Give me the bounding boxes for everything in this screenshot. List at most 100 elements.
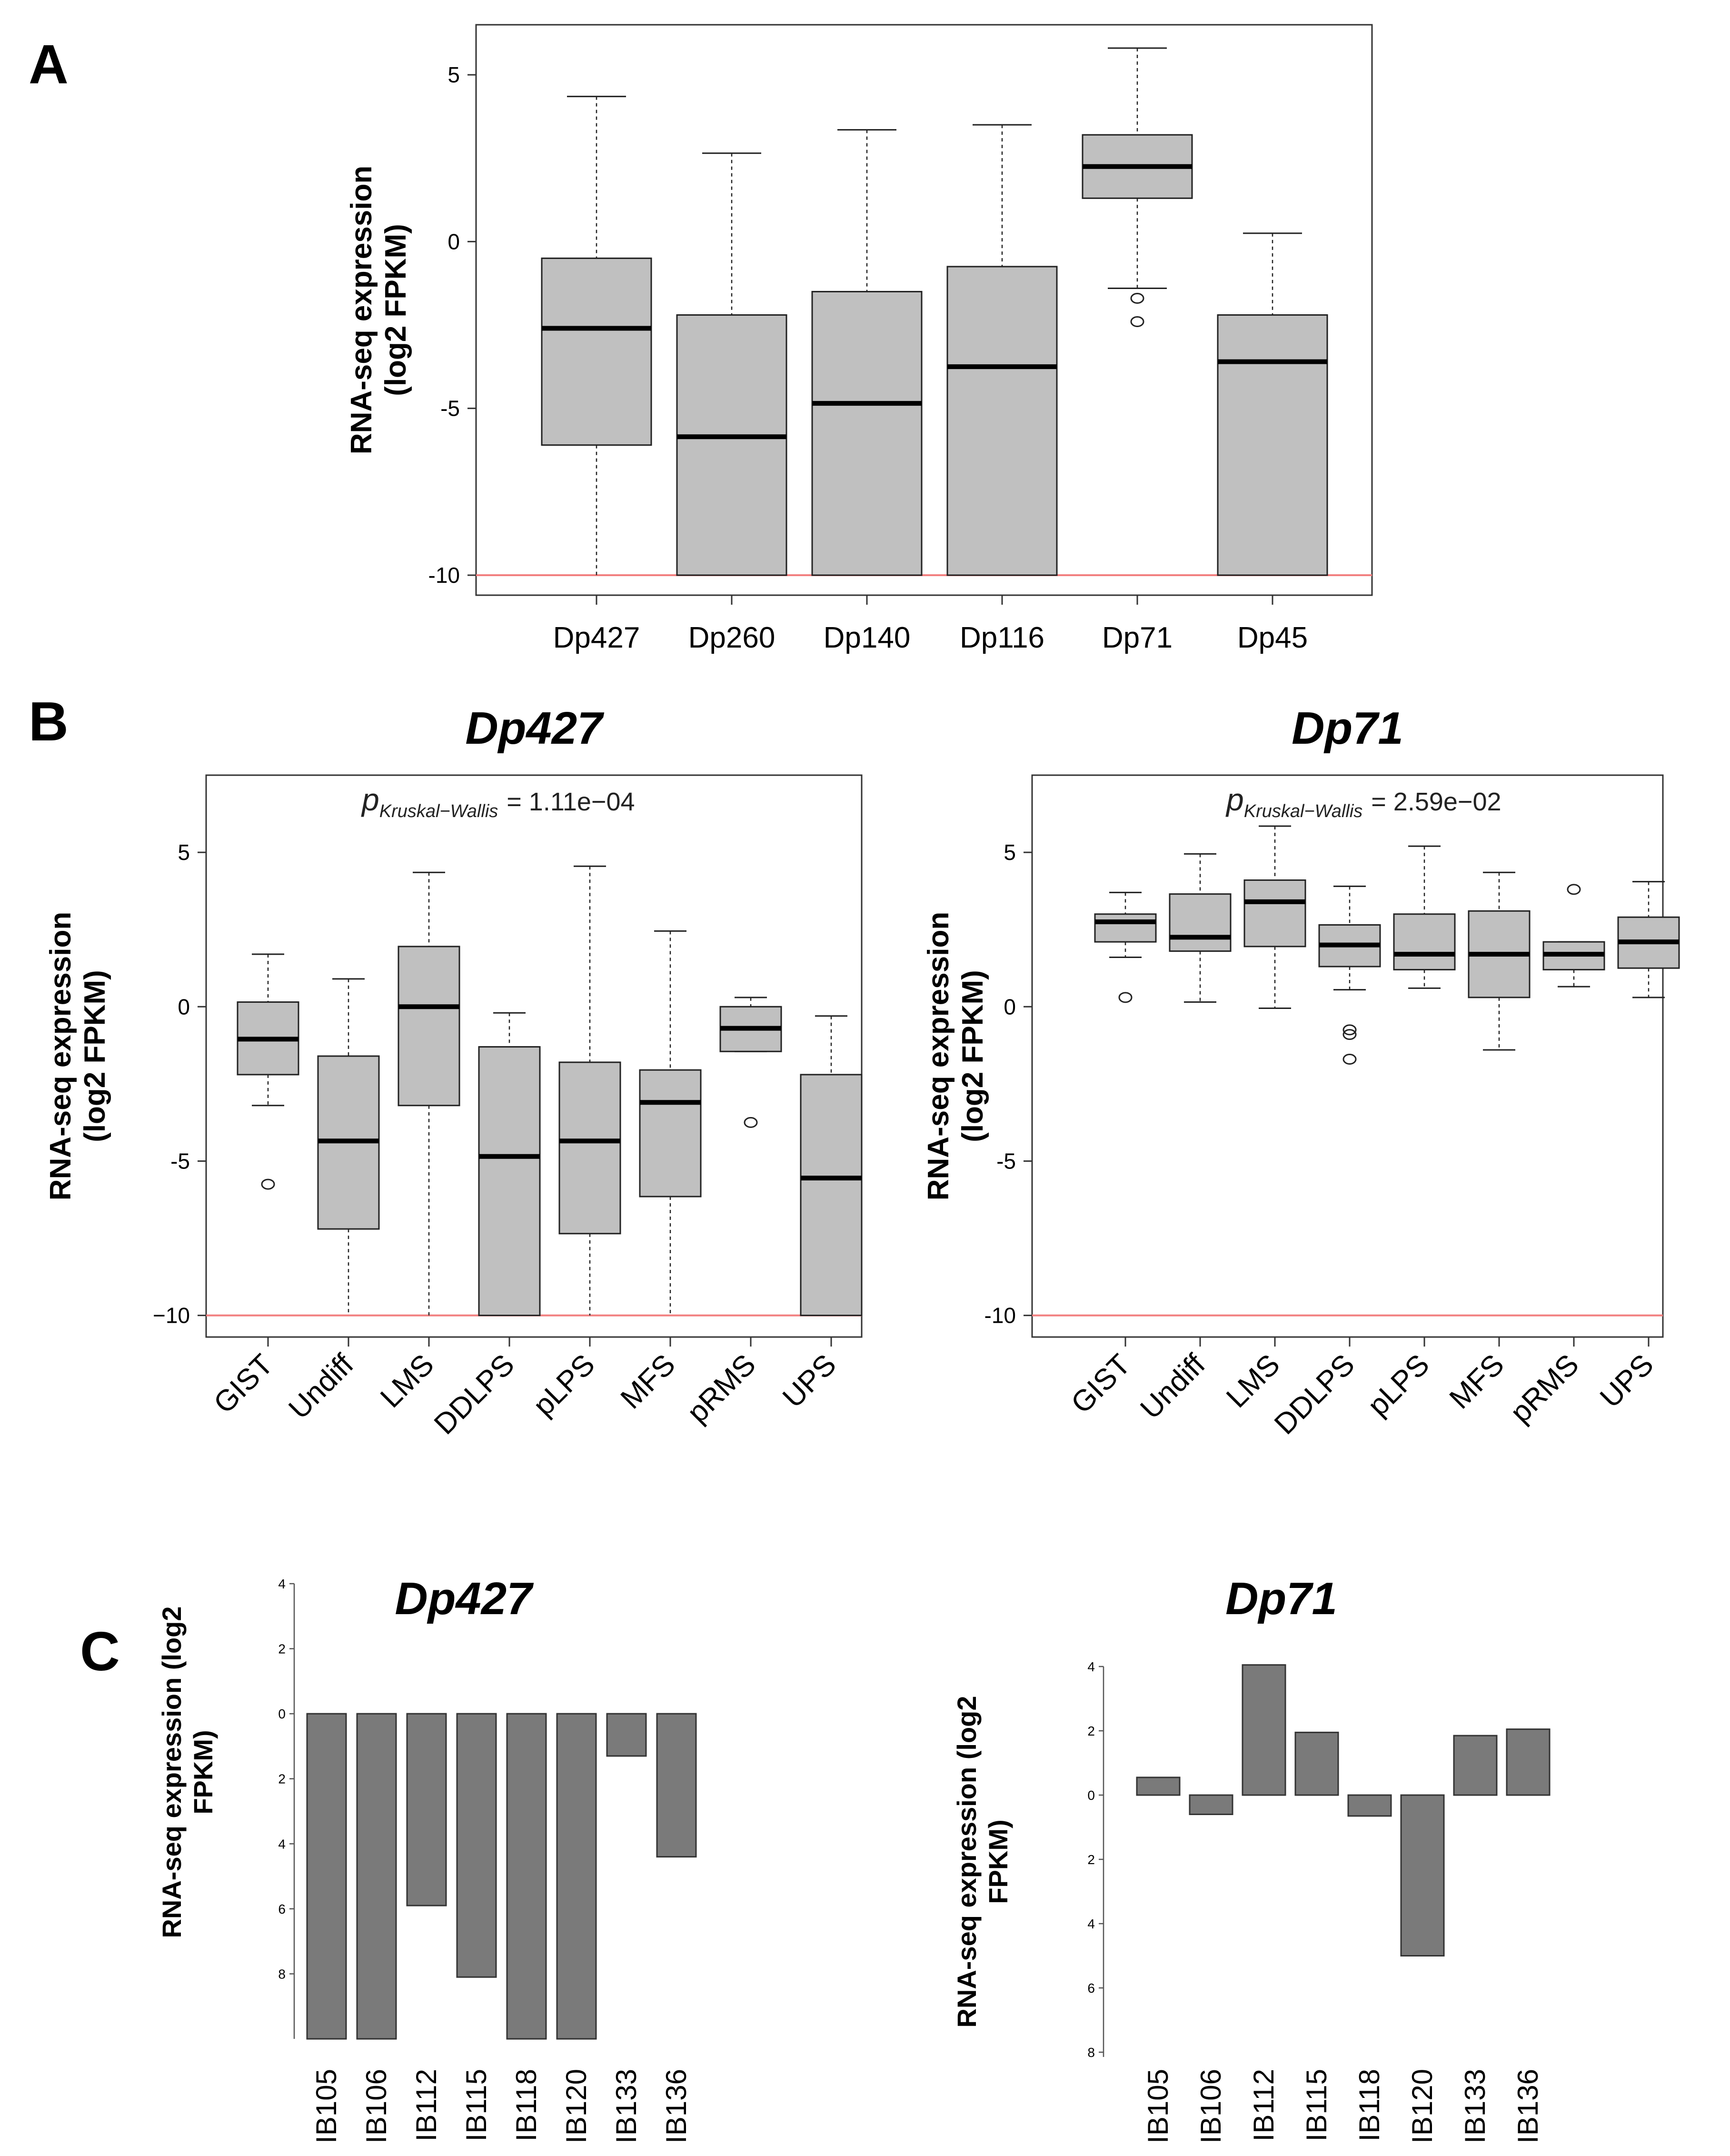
y-tick-label: 2 — [1087, 1724, 1095, 1738]
y-axis-label: RNA-seq expression — [44, 912, 77, 1200]
chart-title: Dp71 — [1292, 703, 1403, 754]
x-tick-label: pRMS — [681, 1348, 762, 1429]
outlier-point — [1118, 992, 1133, 1003]
outlier-point — [1342, 1024, 1357, 1036]
x-tick-label: LMS — [1220, 1348, 1286, 1414]
x-tick-label: Dp260 — [688, 621, 776, 654]
outlier-point — [1130, 292, 1144, 304]
y-tick-label: 2 — [278, 1772, 286, 1787]
y-tick-label: 0 — [1004, 994, 1016, 1019]
y-tick-label: -5 — [440, 396, 460, 421]
x-tick-label: DDLPS — [428, 1348, 521, 1441]
y-axis-label: FPKM) — [983, 1819, 1013, 1904]
plot-frame — [205, 774, 863, 1338]
chart-title: Dp427 — [465, 703, 605, 754]
y-tick-label: 4 — [1087, 1659, 1095, 1674]
x-tick-label: Dp140 — [824, 621, 911, 654]
x-tick-label: IB112 — [1248, 2069, 1280, 2141]
bar-IB105 — [1136, 1777, 1181, 1796]
outlier-point — [1130, 316, 1144, 328]
chart-panel-a: 5 0 -5 -10 Dp427 Dp260 Dp140 Dp116 Dp71 Dp45 RNA-s… — [345, 24, 1373, 654]
chart-panel-c-dp427: 4 2 0 2 4 6 8 IB105 IB106 IB112 IB115 IB118 IB120 IB1… — [157, 1573, 697, 2144]
y-tick-label: 8 — [278, 1966, 286, 1981]
x-tick-label: DDLPS — [1268, 1348, 1361, 1441]
x-tick-label: MFS — [615, 1348, 682, 1415]
x-tick-label: pLPS — [1362, 1348, 1436, 1422]
bar-IB133 — [1453, 1735, 1498, 1796]
bar-IB115 — [1294, 1731, 1339, 1796]
x-tick-label: IB106 — [360, 2069, 392, 2144]
y-axis-label: RNA-seq expression — [345, 166, 378, 454]
chart-title: Dp71 — [1225, 1573, 1337, 1624]
x-tick-label: pLPS — [527, 1348, 601, 1422]
y-tick-label: 5 — [447, 62, 460, 87]
x-tick-label: IB133 — [1459, 2069, 1491, 2144]
x-tick-label: IB115 — [1301, 2069, 1332, 2141]
x-tick-label: Dp71 — [1102, 621, 1173, 654]
y-tick-label: -10 — [984, 1303, 1016, 1328]
y-tick-label: 6 — [1087, 1981, 1095, 1996]
outlier-point — [744, 1117, 758, 1128]
outlier-point — [1342, 1053, 1357, 1065]
box-GIST — [1094, 913, 1157, 943]
box-Dp140 — [811, 290, 923, 576]
box-Dp427 — [541, 257, 652, 446]
bar-IB105 — [306, 1713, 347, 2040]
x-tick-label: GIST — [208, 1348, 279, 1420]
x-tick-label: IB136 — [660, 2069, 692, 2144]
x-tick-label: GIST — [1065, 1348, 1137, 1420]
box-Dp45 — [1217, 314, 1328, 576]
bar-IB112 — [1242, 1664, 1286, 1796]
chart-title: Dp427 — [395, 1573, 534, 1624]
y-tick-label: -5 — [170, 1148, 190, 1173]
x-tick-label: IB118 — [510, 2069, 542, 2141]
box-pLPS — [1393, 913, 1456, 970]
y-tick-label: 0 — [278, 1707, 286, 1721]
x-tick-label: UPS — [776, 1348, 843, 1414]
x-tick-label: IB133 — [610, 2069, 642, 2144]
x-tick-label: Dp116 — [960, 621, 1044, 654]
y-axis-label: FPKM) — [188, 1730, 218, 1814]
bar-IB112 — [406, 1713, 447, 1906]
box-DDLPS — [478, 1046, 541, 1317]
x-tick-label: IB106 — [1195, 2069, 1227, 2144]
y-tick-label: 2 — [1087, 1852, 1095, 1867]
bar-IB118 — [1347, 1794, 1392, 1817]
plot-frame — [475, 24, 1373, 596]
y-axis-label: RNA-seq expression (log2 — [157, 1606, 187, 1938]
y-tick-label: 4 — [278, 1577, 286, 1591]
y-tick-label: 8 — [1087, 2045, 1095, 2060]
x-tick-label: IB105 — [310, 2069, 342, 2144]
bar-IB120 — [1400, 1794, 1445, 1956]
y-tick-label: -5 — [996, 1148, 1016, 1173]
bar-IB106 — [1189, 1794, 1233, 1815]
bar-IB136 — [1506, 1728, 1551, 1796]
x-tick-label: IB136 — [1512, 2069, 1544, 2144]
x-tick-label: IB105 — [1142, 2069, 1174, 2144]
x-tick-label: IB112 — [410, 2069, 442, 2141]
p-value-annotation: pKruskal−Wallis = 1.11e−04 — [361, 782, 635, 821]
x-tick-label: Undiff — [282, 1348, 360, 1426]
y-tick-label: 4 — [1087, 1916, 1095, 1931]
box-Dp260 — [676, 314, 787, 576]
y-tick-label: −10 — [153, 1303, 190, 1328]
p-value-annotation: pKruskal−Wallis = 2.59e−02 — [1225, 782, 1501, 821]
bar-IB118 — [506, 1713, 547, 2040]
x-tick-label: Dp427 — [553, 621, 640, 654]
y-tick-label: 2 — [278, 1642, 286, 1657]
bar-IB115 — [456, 1713, 497, 1978]
bar-IB120 — [556, 1713, 597, 2040]
box-LMS — [1243, 879, 1306, 948]
box-UPS — [800, 1074, 863, 1317]
y-tick-label: 6 — [278, 1902, 286, 1916]
y-axis-label: RNA-seq expression — [922, 912, 955, 1200]
x-tick-label: Undiff — [1134, 1348, 1212, 1426]
box-MFS — [639, 1069, 702, 1198]
x-tick-label: IB115 — [460, 2069, 492, 2141]
bar-IB106 — [356, 1713, 397, 2040]
y-axis-label: (log2 FPKM) — [79, 970, 111, 1142]
x-tick-label: UPS — [1594, 1348, 1660, 1414]
x-tick-label: Dp45 — [1237, 621, 1308, 654]
